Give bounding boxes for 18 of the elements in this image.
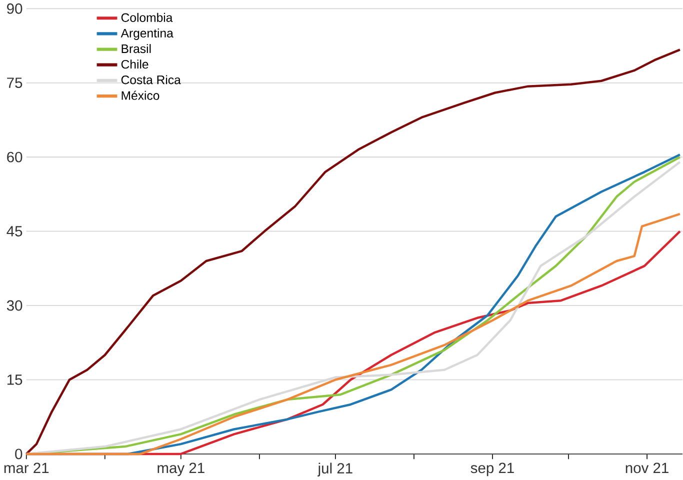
x-tick-label: mar 21 [4,462,49,474]
legend-label: Brasil [122,44,151,54]
y-tick-label: 45 [6,226,22,237]
legend-label: Argentina [120,28,174,40]
y-tick-label: 0 [15,448,22,460]
x-tick-label: may 21 [158,462,204,476]
x-tick-label: jul 21 [317,462,352,477]
y-tick-label: 15 [7,374,22,385]
x-tick-label: nov 21 [626,462,668,474]
legend-label: Chile [121,60,148,69]
y-tick-label: 30 [6,300,22,311]
legend-label: Colombia [121,13,173,22]
x-tick-label: sep 21 [470,462,514,476]
y-tick-label: 75 [7,78,22,88]
y-tick-label: 60 [7,152,22,162]
legend-label: México [122,90,160,100]
legend-label: Costa Rica [121,75,181,84]
y-tick-label: 90 [7,3,22,14]
